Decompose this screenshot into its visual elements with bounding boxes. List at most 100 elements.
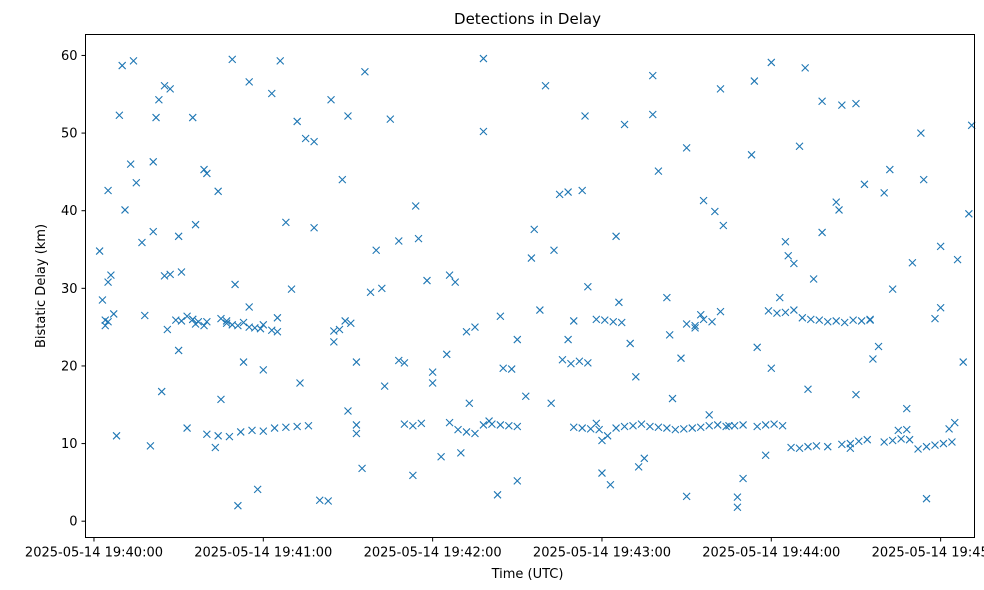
data-point	[504, 421, 513, 430]
data-point	[202, 317, 211, 326]
data-point	[662, 424, 671, 432]
data-point	[228, 55, 237, 64]
data-point	[160, 81, 169, 90]
y-tick-label: 10	[61, 437, 78, 452]
data-point	[550, 246, 558, 255]
data-point	[626, 339, 635, 348]
data-point	[784, 251, 793, 260]
data-point	[753, 343, 762, 352]
data-point	[276, 57, 285, 65]
data-point	[112, 431, 121, 440]
data-point	[567, 359, 575, 368]
data-point	[152, 113, 160, 122]
data-point	[217, 395, 225, 404]
data-point	[761, 421, 770, 429]
data-point	[344, 407, 352, 415]
data-point	[527, 254, 536, 262]
data-point	[787, 443, 795, 452]
data-point	[615, 298, 623, 307]
data-point	[705, 421, 714, 430]
data-point	[730, 421, 739, 430]
data-point	[716, 307, 725, 316]
data-point	[885, 165, 894, 174]
data-point	[710, 207, 719, 216]
y-axis-label: Bistatic Delay (km)	[34, 224, 49, 348]
data-point	[507, 365, 516, 373]
data-point	[609, 317, 618, 326]
data-point	[716, 84, 725, 93]
data-point	[592, 315, 601, 324]
data-point	[688, 424, 697, 432]
data-point	[222, 317, 231, 325]
data-point	[188, 315, 197, 324]
data-point	[600, 316, 609, 325]
data-point	[767, 58, 776, 67]
data-point	[857, 317, 866, 325]
data-point	[866, 315, 874, 324]
data-point	[733, 503, 742, 512]
data-point	[837, 101, 846, 110]
data-point	[166, 84, 175, 93]
data-point	[253, 485, 262, 494]
data-point	[691, 324, 699, 332]
plot-frame	[85, 34, 975, 538]
data-point	[869, 355, 877, 363]
data-point	[293, 117, 302, 126]
data-point	[823, 317, 832, 326]
data-point	[682, 143, 691, 152]
data-point	[823, 442, 832, 451]
data-point	[583, 358, 592, 367]
data-point	[296, 379, 304, 387]
data-point	[310, 137, 318, 146]
data-point	[578, 424, 587, 432]
data-point	[174, 346, 183, 355]
data-point	[239, 358, 248, 366]
x-tick-label: 2025-05-14 19:40:00	[25, 546, 163, 561]
data-point	[964, 209, 973, 218]
data-point	[530, 225, 539, 234]
data-point	[931, 314, 939, 323]
data-point	[341, 317, 350, 325]
data-point	[606, 480, 615, 489]
data-point	[725, 421, 733, 430]
data-point	[919, 175, 928, 184]
data-point	[908, 258, 917, 267]
data-point	[352, 358, 361, 366]
data-point	[586, 424, 595, 433]
data-point	[414, 234, 423, 243]
data-point	[950, 418, 959, 427]
data-point	[239, 318, 248, 327]
data-point	[281, 423, 290, 432]
data-point	[104, 186, 112, 195]
data-point	[423, 276, 431, 285]
data-point	[149, 227, 158, 236]
data-point	[535, 306, 544, 314]
data-point	[465, 399, 474, 408]
data-point	[682, 492, 691, 501]
y-tick-label: 30	[61, 282, 78, 297]
data-point	[126, 160, 135, 169]
data-point	[648, 71, 657, 80]
data-point	[222, 319, 231, 328]
data-point	[863, 435, 872, 444]
data-point	[281, 218, 290, 227]
x-tick-label: 2025-05-14 19:44:00	[702, 546, 840, 561]
y-tick-label: 60	[61, 49, 78, 64]
data-point	[620, 422, 629, 431]
data-point	[936, 242, 945, 251]
data-point	[739, 421, 747, 429]
data-point	[513, 335, 522, 344]
data-point	[922, 494, 931, 503]
data-point	[812, 442, 821, 450]
data-point	[183, 312, 191, 321]
data-point	[372, 246, 381, 255]
x-axis: 2025-05-14 19:40:00 2025-05-14 19:41:00 20…	[25, 537, 984, 561]
data-point	[773, 309, 781, 318]
data-point	[200, 321, 208, 330]
data-point	[922, 442, 931, 451]
data-point	[445, 418, 454, 427]
data-point	[846, 439, 855, 448]
x-tick-label: 2025-05-14 19:42:00	[364, 546, 502, 561]
data-point	[854, 437, 863, 446]
data-point	[496, 421, 505, 429]
